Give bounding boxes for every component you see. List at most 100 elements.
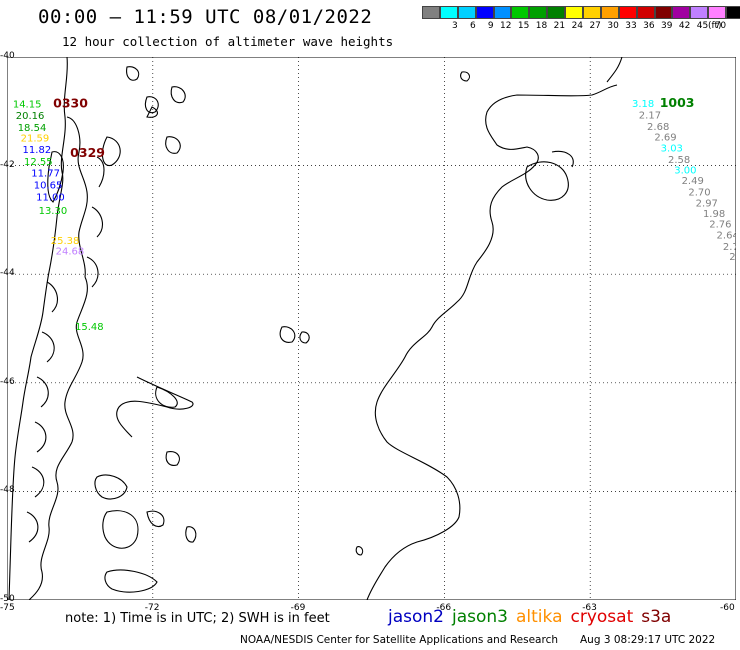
color-scale-cell	[511, 6, 530, 19]
color-scale-labels: 3 6 9 12 15 18 21 24 27 30 33 36 39 42 45 70	[422, 21, 740, 31]
fjord-coast-4	[86, 156, 105, 288]
wave-height-value: 2.68	[647, 122, 669, 133]
wave-height-value: 11.77	[31, 168, 60, 179]
strait-coast	[104, 569, 158, 593]
footer-credit: NOAA/NESDIS Center for Satellite Applica…	[240, 634, 558, 646]
observation-time-east: 1003	[660, 95, 695, 110]
color-scale-label: 3	[452, 21, 458, 31]
wave-height-values-west: 14.1520.1618.5421.5911.8212.5511.7710.65…	[13, 99, 104, 333]
color-scale-label: 21	[553, 21, 566, 31]
chiloe-island	[47, 151, 64, 203]
wave-height-value: 15.48	[75, 322, 104, 333]
color-scale-label: 12	[500, 21, 512, 31]
satellite-legend-entry: cryosat	[570, 607, 634, 627]
color-scale-label: 9	[487, 21, 494, 31]
color-scale-label: 36	[643, 21, 655, 31]
wave-height-value: 18.54	[18, 123, 47, 134]
wave-height-value: 2.76	[709, 220, 731, 231]
color-scale-cell	[690, 6, 709, 19]
longitude-label: -69	[290, 603, 306, 613]
island-3	[144, 96, 159, 114]
latitude-label: -46	[0, 376, 15, 387]
lake-3	[146, 106, 158, 118]
color-scale-label: 27	[589, 21, 601, 31]
chile-coastline	[8, 57, 68, 600]
satellite-legend-entry: jason2	[388, 607, 444, 627]
wave-height-value: 20.16	[16, 111, 45, 122]
inland-coast-3	[102, 510, 139, 549]
color-scale-cell	[583, 6, 601, 19]
wave-height-value: 2.17	[639, 110, 661, 121]
satellite-legend-entry: altika	[516, 607, 563, 627]
longitude-label: -66	[436, 603, 452, 613]
map-title: 00:00 – 11:59 UTC 08/01/2022	[38, 6, 373, 28]
longitude-label: -72	[144, 603, 160, 613]
color-scale-cell	[439, 6, 458, 19]
latitude-label: -40	[0, 51, 15, 61]
color-scale-label: 15	[517, 21, 530, 31]
wave-height-value: 2.58	[668, 155, 690, 166]
footer-timestamp: Aug 3 08:29:17 UTC 2022	[580, 634, 716, 646]
wave-height-value: 2.91	[729, 252, 736, 263]
color-scale-label: 39	[661, 21, 673, 31]
lake-buenos-aires	[155, 386, 178, 408]
fjord-coast-3	[28, 441, 73, 600]
color-scale-cell	[457, 6, 476, 19]
color-scale-label: 70	[714, 21, 727, 31]
small-island-east-2	[279, 326, 296, 343]
fjord-coast-5	[36, 281, 58, 408]
wave-height-value: 1.98	[703, 209, 725, 220]
longitude-label: -63	[582, 603, 597, 613]
observation-time-label: 0330	[53, 95, 88, 110]
lake-2	[165, 451, 180, 466]
wave-height-value: 21.59	[21, 134, 50, 145]
wave-height-value: 2.64	[717, 230, 736, 241]
color-scale-label: 18	[535, 21, 548, 31]
satellite-legend-entry: jason3	[452, 607, 508, 627]
wave-height-value: 12.55	[24, 157, 53, 168]
wave-height-value: 2.49	[682, 176, 704, 187]
wave-height-value: 24.68	[56, 247, 85, 258]
wave-height-value: 2.69	[654, 133, 676, 144]
longitude-label: -60	[720, 603, 735, 613]
wave-height-value: 11.00	[36, 192, 65, 203]
wave-height-value: 13.30	[39, 206, 68, 217]
color-scale-cell	[475, 6, 494, 19]
coastline	[8, 57, 623, 600]
color-scale-label: 6	[469, 21, 476, 31]
color-scale-label: 24	[571, 21, 584, 31]
color-scale-cell	[636, 6, 655, 19]
color-scale-cell	[654, 6, 673, 19]
latitude-label: -44	[0, 268, 15, 279]
color-scale-unit: (ft)	[708, 21, 722, 31]
observation-time-label: 1003	[660, 95, 695, 110]
color-scale-label	[422, 21, 440, 31]
color-scale-label: 30	[607, 21, 619, 31]
map-gridlines	[7, 57, 736, 600]
color-scale-label	[726, 21, 740, 31]
island-2	[170, 86, 186, 104]
color-scale-cell	[422, 6, 440, 19]
wave-height-value: 2.97	[696, 198, 718, 209]
color-scale-cell	[565, 6, 584, 19]
wave-height-value: 3.18	[632, 99, 654, 110]
wave-height-values-east: 3.182.172.682.693.032.583.002.492.702.97…	[632, 99, 736, 263]
observation-time-label: 0329	[70, 145, 105, 160]
color-scale-cell	[672, 6, 691, 19]
color-scale-cell	[547, 6, 566, 19]
small-island-east-3	[299, 331, 310, 344]
color-scale-label: 45	[696, 21, 709, 31]
san-matias-gulf	[551, 150, 574, 168]
wave-height-value: 2.71	[723, 242, 736, 253]
color-scale-cell	[708, 6, 727, 19]
color-scale-label: 42	[678, 21, 691, 31]
wave-height-value: 25.38	[51, 236, 80, 247]
island-5	[101, 136, 121, 167]
inland-coast-2	[94, 474, 128, 500]
wave-height-map: 0330 0329 14.15 20.16 18.54 21.59 11.82 12.55 1…	[7, 57, 736, 600]
satellite-legend: jason2 jason3 altika cryosat s3a	[388, 607, 679, 627]
wave-height-value: 10.65	[34, 180, 63, 191]
color-scale-bar	[422, 6, 740, 19]
wave-height-value: 2.70	[688, 187, 710, 198]
map-subtitle: 12 hour collection of altimeter wave hei…	[62, 34, 394, 49]
